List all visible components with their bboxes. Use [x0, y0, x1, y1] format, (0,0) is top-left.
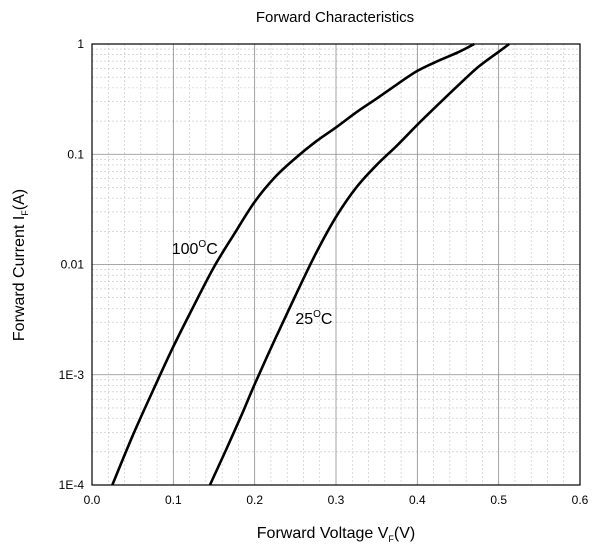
y-tick-label: 1E-4: [59, 478, 85, 492]
x-axis-label: Forward Voltage VF(V): [257, 525, 415, 544]
series-layer: [111, 42, 511, 486]
series-label-100c: 100OC: [172, 239, 218, 258]
series-line-100c: [111, 42, 475, 486]
x-tick-label: 0.1: [165, 493, 182, 507]
y-axis-label: Forward Current IF(A): [11, 189, 30, 341]
y-tick-label: 0.1: [67, 147, 84, 161]
x-axis-label-text: Forward Voltage V: [257, 525, 389, 542]
x-tick-label: 0.0: [84, 493, 101, 507]
y-axis-label-subscript: F: [20, 210, 30, 216]
x-tick-label: 0.5: [490, 493, 507, 507]
plot-frame: [91, 43, 581, 486]
series-label-25c: 25OC: [295, 309, 332, 328]
y-tick-label: 1: [77, 37, 84, 51]
x-tick-label: 0.2: [246, 493, 263, 507]
y-axis-label-text: Forward Current I: [11, 216, 28, 341]
chart-title: Forward Characteristics: [256, 9, 414, 26]
x-tick-label: 0.3: [328, 493, 345, 507]
y-axis-ticks: 1E-4 1E-3 0.01 0.1 1: [59, 37, 85, 492]
x-axis-label-unit: (V): [394, 525, 415, 542]
y-axis-label-unit: (A): [11, 189, 28, 210]
series-annotations: 100OC 25OC: [172, 239, 333, 328]
x-tick-label: 0.6: [572, 493, 589, 507]
y-tick-label: 0.01: [61, 258, 85, 272]
x-tick-label: 0.4: [409, 493, 426, 507]
x-axis-label-subscript: F: [388, 534, 394, 544]
series-line-25c: [208, 42, 511, 486]
x-axis-ticks: 0.0 0.1 0.2 0.3 0.4 0.5 0.6: [84, 493, 589, 507]
plot-area: [91, 42, 581, 486]
y-tick-label: 1E-3: [59, 368, 85, 382]
